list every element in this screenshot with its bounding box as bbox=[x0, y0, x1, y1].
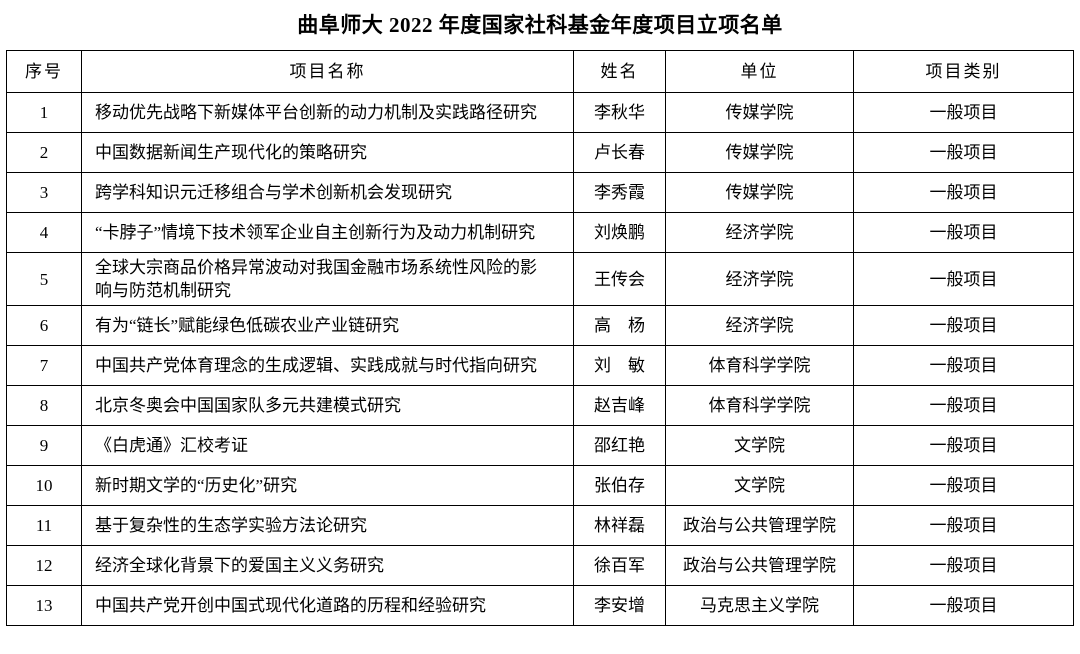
category-cell: 一般项目 bbox=[853, 465, 1074, 506]
index-cell: 9 bbox=[6, 425, 82, 466]
table-row: 4 “卡脖子”情境下技术领军企业自主创新行为及动力机制研究 刘焕鹏 经济学院 一般项目 bbox=[6, 212, 1074, 253]
index-cell: 3 bbox=[6, 172, 82, 213]
table-row: 8 北京冬奥会中国国家队多元共建模式研究 赵吉峰 体育科学学院 一般项目 bbox=[6, 385, 1074, 426]
person-name-cell: 刘 敏 bbox=[573, 345, 666, 386]
category-cell: 一般项目 bbox=[853, 345, 1074, 386]
category-cell: 一般项目 bbox=[853, 252, 1074, 306]
table-row: 1 移动优先战略下新媒体平台创新的动力机制及实践路径研究 李秋华 传媒学院 一般项目 bbox=[6, 92, 1074, 133]
project-name-cell: 全球大宗商品价格异常波动对我国金融市场系统性风险的影响与防范机制研究 bbox=[81, 252, 574, 306]
project-name-cell: 移动优先战略下新媒体平台创新的动力机制及实践路径研究 bbox=[81, 92, 574, 133]
project-name-cell: 跨学科知识元迁移组合与学术创新机会发现研究 bbox=[81, 172, 574, 213]
person-name-cell: 邵红艳 bbox=[573, 425, 666, 466]
unit-cell: 传媒学院 bbox=[665, 172, 854, 213]
header-category: 项目类别 bbox=[853, 50, 1074, 93]
category-cell: 一般项目 bbox=[853, 305, 1074, 346]
project-name-cell: 北京冬奥会中国国家队多元共建模式研究 bbox=[81, 385, 574, 426]
category-cell: 一般项目 bbox=[853, 385, 1074, 426]
index-cell: 2 bbox=[6, 132, 82, 173]
unit-cell: 经济学院 bbox=[665, 252, 854, 306]
project-name-cell: 中国共产党开创中国式现代化道路的历程和经验研究 bbox=[81, 585, 574, 626]
category-cell: 一般项目 bbox=[853, 92, 1074, 133]
header-name: 姓名 bbox=[573, 50, 666, 93]
unit-cell: 传媒学院 bbox=[665, 132, 854, 173]
project-name-cell: 《白虎通》汇校考证 bbox=[81, 425, 574, 466]
index-cell: 11 bbox=[6, 505, 82, 546]
table-row: 9 《白虎通》汇校考证 邵红艳 文学院 一般项目 bbox=[6, 425, 1074, 466]
header-index: 序号 bbox=[6, 50, 82, 93]
category-cell: 一般项目 bbox=[853, 172, 1074, 213]
index-cell: 6 bbox=[6, 305, 82, 346]
category-cell: 一般项目 bbox=[853, 585, 1074, 626]
person-name-cell: 高 杨 bbox=[573, 305, 666, 346]
project-name-cell: 新时期文学的“历史化”研究 bbox=[81, 465, 574, 506]
index-cell: 1 bbox=[6, 92, 82, 133]
index-cell: 10 bbox=[6, 465, 82, 506]
table-row: 10 新时期文学的“历史化”研究 张伯存 文学院 一般项目 bbox=[6, 465, 1074, 506]
person-name-cell: 李秀霞 bbox=[573, 172, 666, 213]
table-row: 12 经济全球化背景下的爱国主义义务研究 徐百军 政治与公共管理学院 一般项目 bbox=[6, 545, 1074, 586]
project-name-cell: 经济全球化背景下的爱国主义义务研究 bbox=[81, 545, 574, 586]
header-unit: 单位 bbox=[665, 50, 854, 93]
person-name-cell: 王传会 bbox=[573, 252, 666, 306]
person-name-cell: 卢长春 bbox=[573, 132, 666, 173]
project-name-cell: 基于复杂性的生态学实验方法论研究 bbox=[81, 505, 574, 546]
table-row: 3 跨学科知识元迁移组合与学术创新机会发现研究 李秀霞 传媒学院 一般项目 bbox=[6, 172, 1074, 213]
category-cell: 一般项目 bbox=[853, 132, 1074, 173]
project-name-cell: 中国共产党体育理念的生成逻辑、实践成就与时代指向研究 bbox=[81, 345, 574, 386]
header-project: 项目名称 bbox=[81, 50, 574, 93]
unit-cell: 政治与公共管理学院 bbox=[665, 505, 854, 546]
header-row: 序号 项目名称 姓名 单位 项目类别 bbox=[6, 50, 1074, 93]
person-name-cell: 徐百军 bbox=[573, 545, 666, 586]
person-name-cell: 李安增 bbox=[573, 585, 666, 626]
unit-cell: 体育科学学院 bbox=[665, 385, 854, 426]
unit-cell: 文学院 bbox=[665, 465, 854, 506]
index-cell: 7 bbox=[6, 345, 82, 386]
unit-cell: 传媒学院 bbox=[665, 92, 854, 133]
table-row: 11 基于复杂性的生态学实验方法论研究 林祥磊 政治与公共管理学院 一般项目 bbox=[6, 505, 1074, 546]
projects-table: 序号 项目名称 姓名 单位 项目类别 1 移动优先战略下新媒体平台创新的动力机制及… bbox=[6, 50, 1074, 626]
table-row: 2 中国数据新闻生产现代化的策略研究 卢长春 传媒学院 一般项目 bbox=[6, 132, 1074, 173]
table-row: 6 有为“链长”赋能绿色低碳农业产业链研究高 杨经济学院 一般项目 bbox=[6, 305, 1074, 346]
category-cell: 一般项目 bbox=[853, 425, 1074, 466]
unit-cell: 政治与公共管理学院 bbox=[665, 545, 854, 586]
person-name-cell: 张伯存 bbox=[573, 465, 666, 506]
table-row: 13 中国共产党开创中国式现代化道路的历程和经验研究 李安增 马克思主义学院 一般项目 bbox=[6, 585, 1074, 626]
project-name-cell: 中国数据新闻生产现代化的策略研究 bbox=[81, 132, 574, 173]
table-body: 1 移动优先战略下新媒体平台创新的动力机制及实践路径研究 李秋华 传媒学院 一般项目 2 中… bbox=[6, 92, 1074, 626]
category-cell: 一般项目 bbox=[853, 505, 1074, 546]
index-cell: 8 bbox=[6, 385, 82, 426]
page-title: 曲阜师大 2022 年度国家社科基金年度项目立项名单 bbox=[297, 13, 783, 37]
project-name-cell: “卡脖子”情境下技术领军企业自主创新行为及动力机制研究 bbox=[81, 212, 574, 253]
category-cell: 一般项目 bbox=[853, 212, 1074, 253]
category-cell: 一般项目 bbox=[853, 545, 1074, 586]
unit-cell: 经济学院 bbox=[665, 212, 854, 253]
table-row: 5 全球大宗商品价格异常波动对我国金融市场系统性风险的影响与防范机制研究 王传会 经济… bbox=[6, 252, 1074, 306]
person-name-cell: 林祥磊 bbox=[573, 505, 666, 546]
unit-cell: 马克思主义学院 bbox=[665, 585, 854, 626]
index-cell: 13 bbox=[6, 585, 82, 626]
index-cell: 12 bbox=[6, 545, 82, 586]
unit-cell: 体育科学学院 bbox=[665, 345, 854, 386]
table-row: 7 中国共产党体育理念的生成逻辑、实践成就与时代指向研究刘 敏体育科学学院 一般项目 bbox=[6, 345, 1074, 386]
person-name-cell: 赵吉峰 bbox=[573, 385, 666, 426]
person-name-cell: 刘焕鹏 bbox=[573, 212, 666, 253]
unit-cell: 文学院 bbox=[665, 425, 854, 466]
unit-cell: 经济学院 bbox=[665, 305, 854, 346]
index-cell: 5 bbox=[6, 252, 82, 306]
person-name-cell: 李秋华 bbox=[573, 92, 666, 133]
index-cell: 4 bbox=[6, 212, 82, 253]
project-name-cell: 有为“链长”赋能绿色低碳农业产业链研究 bbox=[81, 305, 574, 346]
